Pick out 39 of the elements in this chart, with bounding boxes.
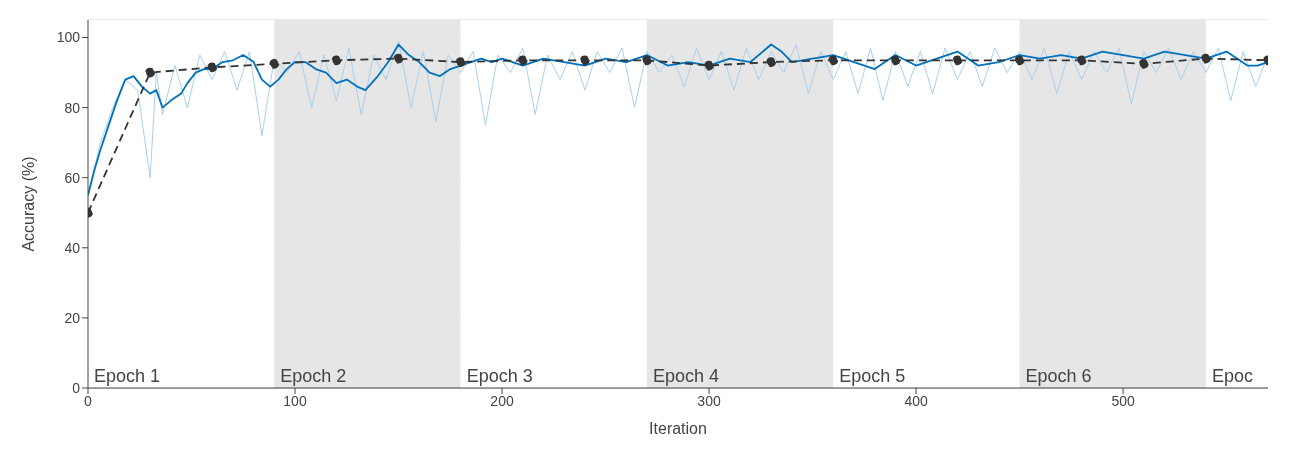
point: [393, 53, 404, 64]
point: [517, 55, 528, 66]
band-label: Epoch 5: [839, 366, 906, 386]
point: [207, 62, 218, 73]
point: [704, 60, 714, 71]
x-axis-title: Iteration: [649, 420, 707, 437]
point: [1200, 53, 1211, 64]
point: [145, 67, 155, 78]
band-label: Epoch 4: [652, 366, 720, 386]
x-tick-label: 300: [697, 392, 721, 409]
point: [828, 55, 839, 66]
y-tick-label: 100: [56, 29, 81, 46]
band-label: Epoch 6: [1025, 366, 1092, 386]
band-label: Epoch 1: [94, 366, 161, 386]
y-tick-label: 60: [64, 169, 81, 186]
y-tick-label: 0: [72, 379, 81, 396]
x-tick-label: 400: [904, 392, 928, 409]
point: [331, 55, 342, 66]
point: [269, 58, 280, 69]
y-axis-title: Accuracy (%): [19, 156, 37, 252]
x-tick-label: 500: [1111, 392, 1135, 409]
point: [1076, 55, 1087, 66]
point: [1138, 58, 1149, 69]
point: [579, 55, 590, 66]
y-tick-label: 20: [64, 309, 81, 326]
band-label: Epoch 3: [466, 366, 533, 386]
y-tick-label: 80: [64, 99, 81, 116]
point: [1014, 55, 1025, 66]
x-tick-label: 0: [84, 392, 93, 409]
point: [766, 57, 777, 67]
band-label: Epoch 2: [280, 366, 347, 386]
point: [890, 55, 901, 66]
x-tick-label: 100: [283, 392, 307, 409]
band-label: Epoc: [1211, 366, 1253, 386]
point: [952, 55, 963, 66]
x-tick-label: 200: [490, 392, 514, 409]
y-tick-label: 40: [64, 239, 81, 256]
point: [455, 57, 466, 67]
point: [642, 55, 652, 66]
